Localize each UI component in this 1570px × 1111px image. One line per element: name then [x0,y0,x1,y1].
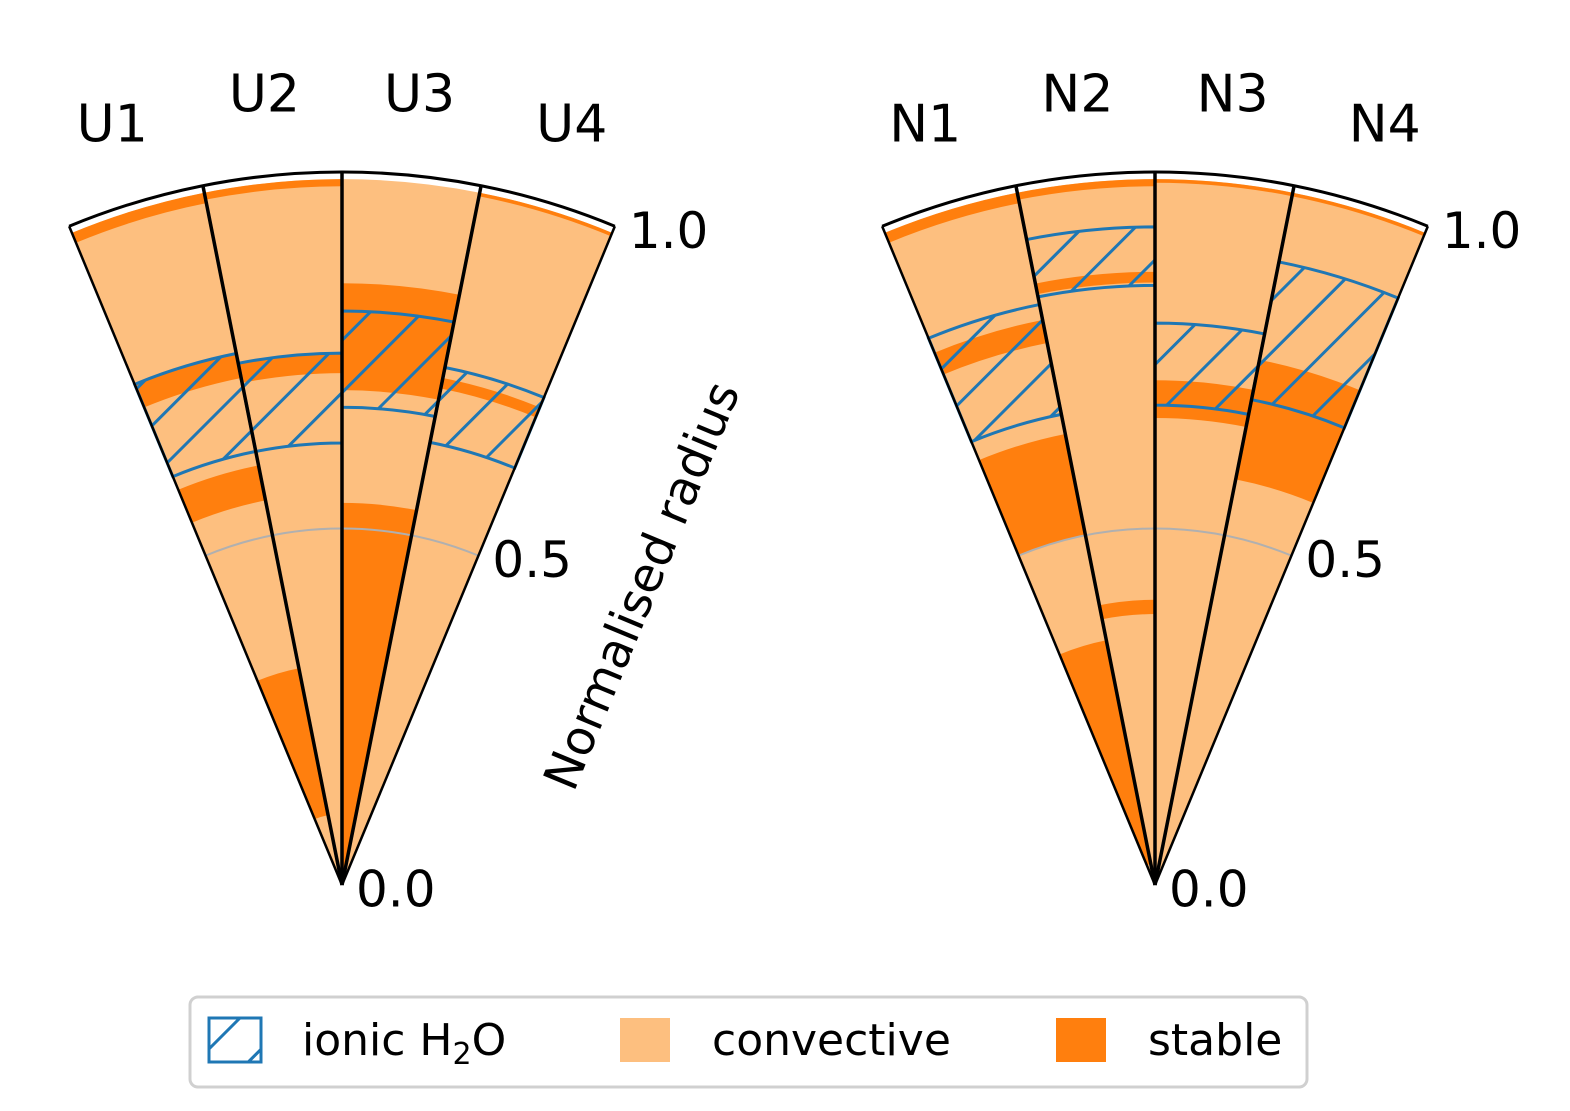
stable-layer [257,668,329,820]
wedge-label: N3 [1197,64,1269,124]
legend-frame [188,995,1309,1089]
stable-layer [71,192,207,243]
stable-layer [1099,599,1155,620]
tick-label: 1.0 [1442,202,1522,260]
legend-swatch-stable [1056,1018,1106,1062]
fan-2: N1 N2 N3 N4 0.0 0.5 1.0 [880,64,1522,919]
fan-edge [67,225,344,886]
fan-edge [340,225,617,886]
tick-label: 0.0 [1169,861,1249,919]
wedge-label: U3 [384,64,455,124]
tick-label: 0.5 [1305,531,1385,589]
wedge-divider [1153,185,1296,886]
tick-label: 0.5 [492,531,572,589]
legend-label-convective: convective [712,1015,951,1066]
tick-label: 0.0 [356,861,436,919]
ionic-water-region [1024,225,1157,299]
stable-layer [1292,192,1426,237]
legend-item-stable: stable [1056,1015,1282,1066]
stable-layer [1155,179,1293,197]
wedge-label: U2 [229,64,300,124]
legend-swatch-convective [620,1018,670,1062]
legend-item-ionic: ionic H2O [207,1015,506,1072]
wedge-label: N2 [1041,64,1113,124]
legend-label-stable: stable [1148,1015,1282,1066]
fan-1: U1 U2 U3 U4 0.0 0.5 1.0 [67,64,709,919]
wedge-divider [1014,185,1157,886]
wedge-label: N4 [1349,95,1421,155]
stable-layer [204,179,342,200]
legend-swatch-ionic [207,1016,263,1064]
wedge-label: U4 [536,95,607,155]
tick-label: 1.0 [629,202,709,260]
legend: ionic H2O convective stable [188,995,1309,1089]
stable-layer [1059,640,1151,866]
legend-item-convective: convective [620,1015,951,1066]
stable-layer [479,192,613,237]
stable-layer [1017,179,1155,200]
outer-arc [68,170,616,228]
wedge-divider [201,185,344,886]
stable-layer [884,192,1020,243]
fan-edge [1153,225,1430,886]
legend-label-ionic: ionic H2O [302,1015,506,1072]
outer-arc [881,170,1429,228]
wedge-divider [340,185,483,886]
convective-region [342,192,613,885]
stable-layer [178,465,266,523]
stable-layer [979,433,1086,556]
wedge-label: N1 [889,95,961,155]
wedge-label: U1 [77,95,148,155]
fan-edge [880,225,1157,886]
fans: U1 U2 U3 U4 0.0 0.5 1.0 N1 N2 N3 N4 0.0 0.5 1.0 [67,64,1522,919]
ionic-water-region [1153,321,1267,417]
